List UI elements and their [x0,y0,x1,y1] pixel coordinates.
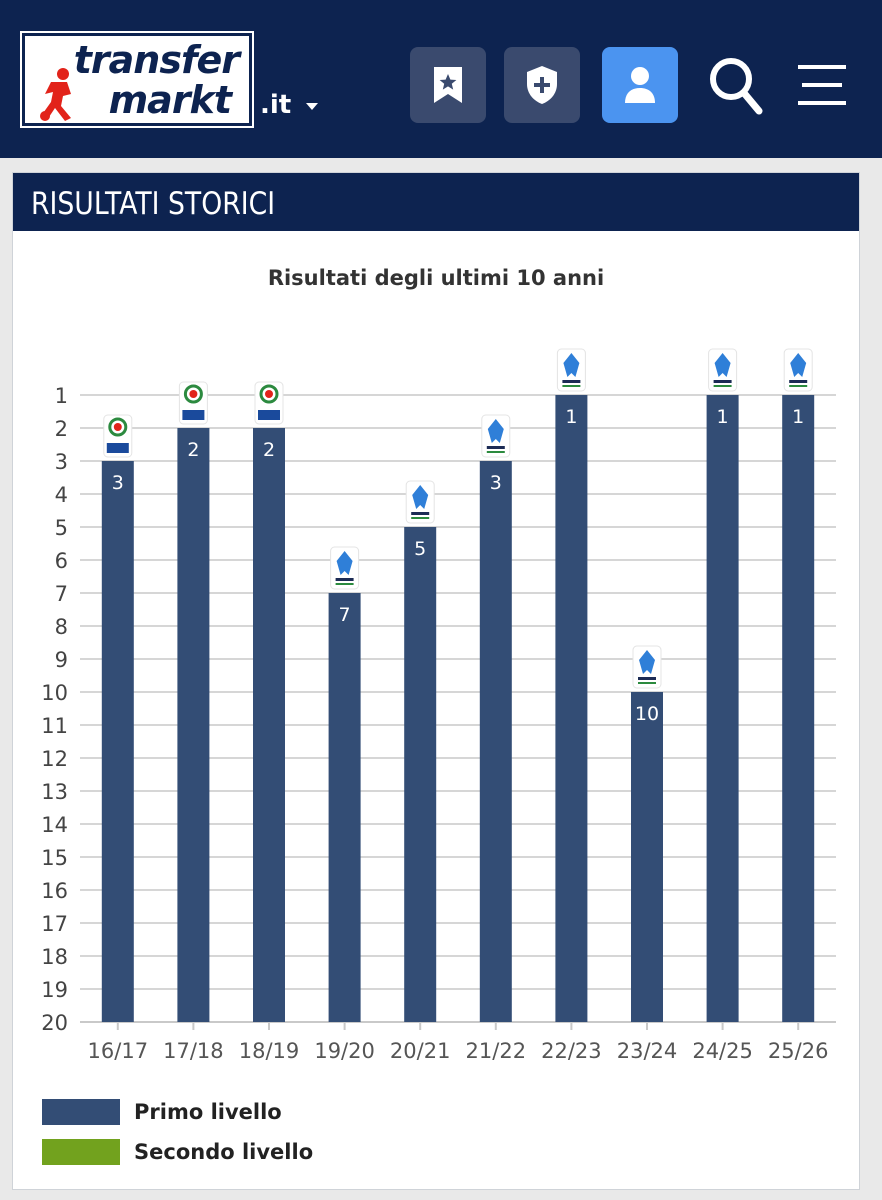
y-tick-label: 17 [41,912,68,936]
bar [782,395,815,1022]
bar-value-label: 7 [339,604,351,626]
bar [479,461,512,1022]
chevron-down-icon[interactable] [306,103,318,110]
bar [101,461,134,1022]
bar-value-label: 3 [112,472,124,494]
y-tick-label: 8 [55,615,68,639]
legend-item-secondo[interactable]: Secondo livello [42,1132,313,1172]
bar [706,395,739,1022]
x-tick-label: 20/21 [390,1039,451,1063]
y-tick-label: 10 [41,681,68,705]
y-tick-label: 15 [41,846,68,870]
y-tick-label: 18 [41,945,68,969]
shield-plus-icon [527,66,557,104]
transfermarkt-logo[interactable]: transfer markt [20,31,254,128]
search-icon [710,58,763,115]
bar-value-label: 3 [490,472,502,494]
bar-value-label: 5 [414,538,426,560]
bar [177,428,210,1022]
logo-player-icon [40,68,71,121]
y-tick-label: 19 [41,978,68,1002]
y-tick-label: 2 [55,417,68,441]
x-tick-label: 17/18 [163,1039,224,1063]
serie-a-badge-icon [178,381,208,425]
logo-text-transfer: transfer [73,38,240,82]
x-tick-label: 19/20 [314,1039,375,1063]
legend-swatch-primo [42,1099,120,1125]
serie-a-badge-icon [103,414,133,458]
bookmarks-button[interactable] [410,47,486,123]
account-button[interactable] [602,47,678,123]
y-tick-label: 9 [55,648,68,672]
y-tick-label: 5 [55,516,68,540]
bar-value-label: 10 [635,703,659,725]
section-title: RISULTATI STORICI [31,186,276,222]
bar-value-label: 1 [565,406,577,428]
x-tick-label: 22/23 [541,1039,602,1063]
results-bar-chart: 1234567891011121314151617181920316/17217… [41,348,836,1063]
bar-value-label: 2 [187,439,199,461]
my-club-button[interactable] [504,47,580,123]
y-tick-label: 11 [41,714,68,738]
bar-value-label: 1 [717,406,729,428]
serie-a-badge-icon [254,381,284,425]
y-tick-label: 14 [41,813,68,837]
domain-selector[interactable]: .it [260,90,292,120]
legend-swatch-secondo [42,1139,120,1165]
y-tick-label: 16 [41,879,68,903]
chart-legend: Primo livello Secondo livello [42,1092,313,1172]
bar-value-label: 2 [263,439,275,461]
logo-text-markt: markt [108,78,232,122]
menu-button[interactable] [790,50,854,120]
bar [404,527,437,1022]
serie-a-badge-icon [481,414,511,458]
serie-a-badge-icon [405,480,435,524]
x-tick-label: 18/19 [239,1039,300,1063]
bookmark-star-icon [434,67,462,103]
y-tick-label: 20 [41,1011,68,1035]
serie-a-badge-icon [708,348,738,392]
x-tick-label: 23/24 [617,1039,678,1063]
top-navigation-bar: transfer markt .it [0,0,882,158]
y-tick-label: 7 [55,582,68,606]
hamburger-menu-icon [798,65,846,105]
bar [631,692,663,1022]
y-tick-label: 3 [55,450,68,474]
x-tick-label: 16/17 [88,1039,149,1063]
bar [328,593,361,1022]
x-tick-label: 21/22 [466,1039,527,1063]
y-tick-label: 13 [41,780,68,804]
legend-item-primo[interactable]: Primo livello [42,1092,313,1132]
bar [555,395,588,1022]
serie-a-badge-icon [632,645,662,689]
section-header: RISULTATI STORICI [13,173,859,231]
x-tick-label: 24/25 [692,1039,753,1063]
y-tick-label: 1 [55,384,68,408]
legend-label-primo: Primo livello [134,1100,282,1124]
bar [253,428,285,1022]
serie-a-badge-icon [783,348,813,392]
chart-title: Risultati degli ultimi 10 anni [267,266,605,290]
y-tick-label: 4 [55,483,68,507]
legend-label-secondo: Secondo livello [134,1140,314,1164]
search-button[interactable] [703,50,767,120]
bar-value-label: 1 [792,406,804,428]
y-tick-label: 12 [41,747,68,771]
user-icon [625,67,655,103]
serie-a-badge-icon [556,348,586,392]
serie-a-badge-icon [330,546,360,590]
x-tick-label: 25/26 [768,1039,829,1063]
y-tick-label: 6 [55,549,68,573]
